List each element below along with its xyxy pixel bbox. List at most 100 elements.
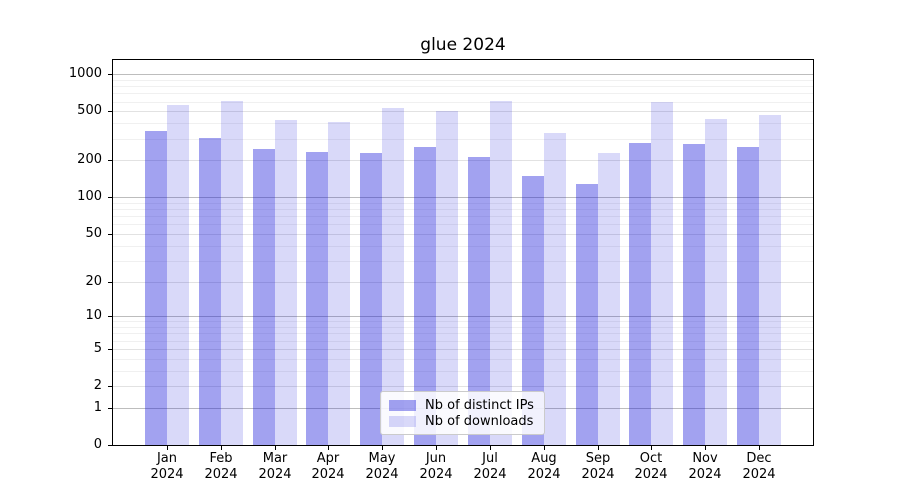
legend-item-distinct-ips: Nb of distinct IPs — [389, 398, 536, 413]
gridline — [113, 123, 813, 124]
x-tick-month: May — [368, 451, 396, 466]
y-tick-label: 10 — [85, 308, 102, 323]
y-tick-label: 200 — [77, 152, 102, 167]
x-tick-month: Mar — [262, 451, 288, 466]
legend: Nb of distinct IPs Nb of downloads — [380, 391, 545, 435]
x-tick-label: Apr 2024 — [298, 451, 358, 483]
y-tick-label: 100 — [77, 189, 102, 204]
y-tick-label: 50 — [85, 226, 102, 241]
x-tick-year: 2024 — [581, 467, 615, 482]
x-tick-year: 2024 — [311, 467, 345, 482]
gridline — [113, 321, 813, 322]
gridline — [113, 86, 813, 87]
x-tick-year: 2024 — [150, 467, 184, 482]
y-tick-mark — [108, 197, 112, 198]
gridline — [113, 371, 813, 372]
bar-downloads — [705, 119, 728, 445]
y-tick-mark — [108, 408, 112, 409]
gridline — [113, 102, 813, 103]
bar-distinct-ips — [360, 152, 383, 445]
gridline — [113, 216, 813, 217]
y-tick-mark — [108, 282, 112, 283]
x-tick-mark — [759, 446, 760, 450]
bar-distinct-ips — [467, 156, 490, 445]
legend-item-downloads: Nb of downloads — [389, 414, 536, 429]
bar-downloads — [489, 100, 512, 445]
x-tick-month: Sep — [585, 451, 611, 466]
bar-distinct-ips — [414, 146, 437, 445]
gridline — [113, 316, 813, 317]
x-tick-mark — [436, 446, 437, 450]
x-tick-year: 2024 — [419, 467, 453, 482]
gridline — [113, 80, 813, 81]
bar-downloads — [382, 107, 405, 445]
x-tick-year: 2024 — [473, 467, 507, 482]
x-tick-year: 2024 — [688, 467, 722, 482]
x-tick-label: Oct 2024 — [621, 451, 681, 483]
x-tick-label: Jun 2024 — [406, 451, 466, 483]
x-tick-year: 2024 — [258, 467, 292, 482]
gridline — [113, 246, 813, 247]
x-tick-month: Dec — [746, 451, 772, 466]
x-tick-mark — [705, 446, 706, 450]
y-tick-label: 5 — [93, 341, 102, 356]
gridline — [113, 197, 813, 198]
bar-distinct-ips — [145, 131, 167, 445]
x-tick-mark — [167, 446, 168, 450]
x-tick-mark — [275, 446, 276, 450]
x-tick-year: 2024 — [742, 467, 776, 482]
x-tick-mark — [544, 446, 545, 450]
x-tick-year: 2024 — [527, 467, 561, 482]
bar-downloads — [543, 133, 566, 445]
gridline — [113, 386, 813, 387]
x-tick-month: Nov — [692, 451, 718, 466]
y-tick-mark — [108, 316, 112, 317]
bar-distinct-ips — [629, 143, 652, 445]
x-tick-label: Sep 2024 — [568, 451, 628, 483]
bar-distinct-ips — [521, 176, 544, 445]
gridline — [113, 224, 813, 225]
y-tick-mark — [108, 445, 112, 446]
gridline — [113, 209, 813, 210]
x-tick-mark — [382, 446, 383, 450]
bar-downloads — [651, 101, 674, 445]
x-tick-label: Dec 2024 — [729, 451, 789, 483]
x-tick-year: 2024 — [204, 467, 238, 482]
x-tick-month: Aug — [531, 451, 557, 466]
gridline — [113, 234, 813, 235]
x-tick-month: Jan — [156, 451, 178, 466]
x-tick-month: Feb — [209, 451, 233, 466]
x-tick-label: Nov 2024 — [675, 451, 735, 483]
x-tick-year: 2024 — [634, 467, 668, 482]
x-tick-label: Feb 2024 — [191, 451, 251, 483]
y-tick-label: 2 — [93, 378, 102, 393]
bar-downloads — [167, 104, 189, 445]
y-tick-mark — [108, 234, 112, 235]
x-tick-mark — [651, 446, 652, 450]
bar-downloads — [759, 115, 781, 445]
gridline — [113, 341, 813, 342]
y-tick-mark — [108, 111, 112, 112]
bar-distinct-ips — [306, 152, 329, 445]
x-tick-label: Jul 2024 — [460, 451, 520, 483]
y-tick-mark — [108, 386, 112, 387]
bar-distinct-ips — [252, 149, 275, 445]
gridline — [113, 139, 813, 140]
gridline — [113, 93, 813, 94]
bar-distinct-ips — [575, 184, 598, 445]
y-tick-mark — [108, 160, 112, 161]
gridline — [113, 203, 813, 204]
x-tick-month: Oct — [639, 451, 663, 466]
legend-label-downloads: Nb of downloads — [425, 414, 534, 429]
x-tick-mark — [221, 446, 222, 450]
legend-swatch-distinct-ips — [389, 400, 416, 411]
gridline — [113, 282, 813, 283]
legend-swatch-downloads — [389, 416, 416, 427]
bar-downloads — [436, 110, 459, 445]
y-tick-label: 0 — [93, 437, 102, 452]
bar-distinct-ips — [683, 144, 706, 445]
gridline — [113, 261, 813, 262]
gridline — [113, 74, 813, 75]
gridline — [113, 359, 813, 360]
